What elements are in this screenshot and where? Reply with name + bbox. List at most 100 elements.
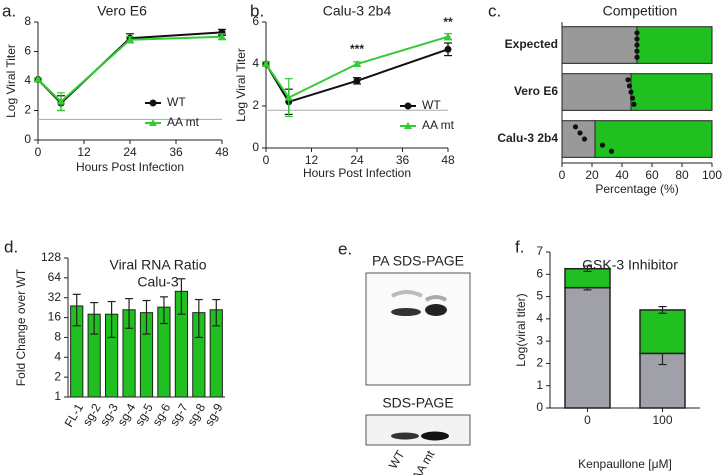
y-axis-label: Log(viral titer) [514,293,528,366]
panel-label: d. [4,237,18,256]
line [265,48,449,103]
y-tick-label: 7 [536,244,543,258]
blot-band [425,304,447,316]
y-tick-label: 16 [48,310,62,324]
annotation: ** [443,15,453,29]
replicate-point [608,148,615,154]
legend-label: WT [167,95,186,109]
x-axis-label: Kenpaullone [μM] [578,457,672,471]
blot-title: PA SDS-PAGE [372,253,464,269]
y-tick-label: 5 [536,289,543,303]
x-tick-label: 100 [652,413,672,427]
chart-title: Competition [603,3,678,19]
lane-label: WT [386,448,408,472]
y-tick-label: 8 [24,14,31,28]
bar-segment [564,286,611,409]
y-tick-label: 4 [252,56,259,70]
lane-label: AA mt [409,448,437,475]
y-axis-label: Log Viral Titer [234,48,248,122]
y-tick-label: 4 [24,73,31,87]
blot-title: SDS-PAGE [382,395,453,411]
x-tick-label: 36 [396,153,410,167]
x-tick-label: 36 [169,145,183,159]
replicate-point [572,124,579,130]
blot-band [391,308,421,316]
annotation: *** [350,42,364,56]
blot-panel: e. PA SDS-PAGE SDS-PAGE WT AA mt [338,239,471,475]
panel-label: b. [250,1,264,20]
replicate-point [628,89,634,95]
marker [353,60,361,67]
replicate-point [626,83,633,89]
y-tick-label: 128 [41,250,61,264]
marker [444,45,452,53]
y-tick-label: 2 [54,369,61,383]
y-tick-label: 3 [536,333,543,347]
y-tick-label: 8 [54,330,61,344]
y-tick-label: 0 [252,140,259,154]
blot-band [424,295,448,302]
marker [57,97,65,105]
y-axis-label: Log Viral Titer [4,44,18,118]
replicate-point [634,42,640,48]
replicate-point [634,30,640,36]
bar-segment [639,309,686,355]
y-tick-label: 2 [536,356,543,370]
x-tick-label: 80 [675,168,689,182]
replicate-point [577,130,583,136]
y-axis-label: Fold Change over WT [14,268,28,386]
replicate-point [634,54,640,60]
x-tick-label: 60 [645,168,659,182]
x-tick-label: sg-9 [202,401,226,428]
replicate-point [629,95,636,101]
x-tick-label: 20 [585,168,599,182]
y-tick-label: 6 [536,266,543,280]
marker [218,32,226,40]
x-tick-label: 100 [702,168,722,182]
marker [284,93,293,101]
replicate-point [634,36,640,42]
legend-marker [404,122,412,129]
panel-label: a. [2,1,16,20]
panel-label: e. [338,239,352,258]
replicate-point [631,101,637,107]
blot-image [365,272,471,386]
legend-label: AA mt [422,118,455,132]
chart-subtitle: Calu-3 [137,274,178,290]
y-tick-label: 64 [48,270,62,284]
bar-segment [630,73,713,111]
y-tick-label: 2 [252,98,259,112]
replicate-point [634,48,640,54]
x-axis-label: Percentage (%) [595,182,678,196]
replicate-point [599,142,606,148]
y-tick-label: Expected [505,37,558,51]
x-axis-label: Hours Post Infection [76,160,184,174]
legend-marker [149,99,157,107]
y-tick-label: 1 [536,378,543,392]
y-tick-label: Calu-3 2b4 [497,131,558,145]
legend-marker [149,119,157,126]
legend-label: WT [422,98,441,112]
x-tick-label: 12 [77,145,91,159]
bar-segment [561,26,638,64]
x-tick-label: 24 [350,153,364,167]
legend-marker [404,102,412,110]
chart-title: Calu-3 2b4 [323,3,392,19]
blot-image [365,414,471,446]
y-tick-label: 0 [24,132,31,146]
replicate-point [625,77,631,83]
blot-band [391,290,423,298]
panel-label: f. [515,237,524,256]
y-tick-label: 32 [48,290,62,304]
y-tick-label: Vero E6 [514,84,558,98]
legend-label: AA mt [167,115,200,129]
y-tick-label: 1 [54,389,61,403]
marker [353,77,361,85]
y-tick-label: 4 [536,311,543,325]
y-tick-label: 6 [252,14,259,28]
x-tick-label: 40 [615,168,629,182]
bar-segment [594,120,713,158]
line [265,35,449,99]
marker [262,60,270,67]
